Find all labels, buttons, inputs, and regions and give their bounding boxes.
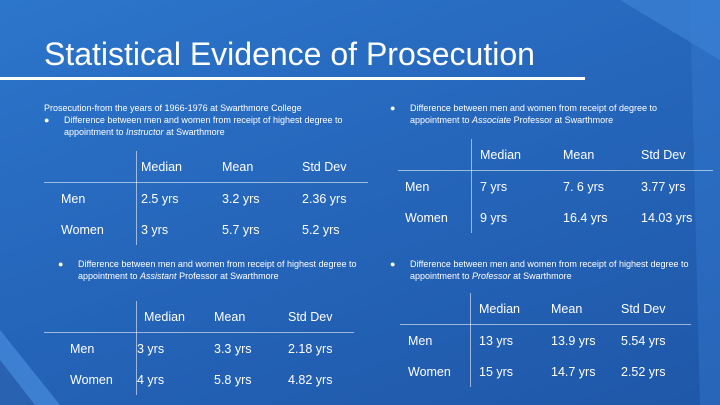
table-row: Women 3 yrs 5.7 yrs 5.2 yrs [44, 214, 368, 245]
table-cell: 5.7 yrs [222, 222, 260, 237]
table-row: Men 3 yrs 3.3 yrs 2.18 yrs [44, 332, 354, 364]
table-cell: 13.9 yrs [551, 333, 596, 348]
header-mean: Mean [555, 139, 633, 171]
header-std-dev: Std Dev [298, 151, 368, 183]
table-cell: 14.03 yrs [641, 210, 693, 225]
table-cell: 5.54 yrs [621, 333, 666, 348]
table-row: Men 13 yrs 13.9 yrs 5.54 yrs [400, 324, 691, 356]
table-cell: 16.4 yrs [563, 210, 608, 225]
instructor-bullet: ● Difference between men and women from … [44, 114, 344, 138]
header-mean: Mean [210, 301, 284, 333]
row-label: Men [44, 332, 137, 364]
table-cell: 14.7 yrs [551, 364, 596, 379]
table-header-row: Median Mean Std Dev [400, 293, 691, 325]
table-row: Women 9 yrs 16.4 yrs 14.03 yrs [398, 202, 713, 233]
table-header-row: Median Mean Std Dev [44, 151, 368, 183]
row-label: Men [398, 170, 472, 202]
table-cell: 7. 6 yrs [563, 179, 604, 194]
bullet-dot: ● [390, 103, 396, 113]
table-cell: 2.18 yrs [288, 341, 333, 356]
bullet-text: Difference between men and women from re… [64, 115, 343, 137]
header-std-dev: Std Dev [617, 293, 691, 325]
associate-note: ● Difference between men and women from … [390, 102, 690, 126]
top-right-light-shape [620, 0, 720, 60]
bullet-text: Difference between men and women from re… [410, 103, 657, 125]
assistant-note: ● Difference between men and women from … [58, 258, 358, 282]
title-underline [0, 77, 585, 80]
bullet-dot: ● [390, 259, 396, 269]
table-row: Men 7 yrs 7. 6 yrs 3.77 yrs [398, 170, 713, 202]
intro-text: Prosecution-from the years of 1966-1976 … [44, 103, 302, 113]
table-cell: 9 yrs [480, 210, 508, 225]
instructor-note: Prosecution-from the years of 1966-1976 … [44, 102, 344, 138]
bullet-dot: ● [44, 115, 50, 125]
table-row: Men 2.5 yrs 3.2 yrs 2.36 yrs [44, 182, 368, 214]
table-row: Women 4 yrs 5.8 yrs 4.82 yrs [44, 364, 354, 395]
header-mean: Mean [218, 151, 298, 183]
table-cell: 4.82 yrs [288, 372, 333, 387]
header-median: Median [471, 139, 555, 171]
table-cell: 7 yrs [480, 179, 508, 194]
instructor-table: Median Mean Std Dev Men 2.5 yrs 3.2 yrs … [44, 151, 368, 245]
table-header-row: Median Mean Std Dev [44, 301, 354, 333]
row-label: Women [400, 356, 471, 387]
assistant-bullet: ● Difference between men and women from … [58, 258, 358, 282]
table-cell: 3.3 yrs [214, 341, 252, 356]
bullet-dot: ● [58, 259, 64, 269]
assistant-table: Median Mean Std Dev Men 3 yrs 3.3 yrs 2.… [44, 301, 354, 395]
row-label: Women [398, 202, 472, 233]
header-median: Median [136, 151, 218, 183]
table-cell: 5.8 yrs [214, 372, 252, 387]
professor-note: ● Difference between men and women from … [390, 258, 690, 282]
professor-bullet: ● Difference between men and women from … [390, 258, 690, 282]
header-median: Median [136, 301, 210, 333]
right-light-shape [690, 0, 720, 405]
header-median: Median [470, 293, 545, 325]
table-cell: 15 yrs [479, 364, 514, 379]
table-cell: 5.2 yrs [302, 222, 340, 237]
row-label: Men [44, 182, 137, 214]
header-mean: Mean [545, 293, 617, 325]
table-cell: 3.2 yrs [222, 191, 260, 206]
bullet-text: Difference between men and women from re… [78, 259, 357, 281]
row-label: Men [400, 324, 471, 356]
header-std-dev: Std Dev [284, 301, 354, 333]
row-label: Women [44, 364, 137, 395]
professor-table: Median Mean Std Dev Men 13 yrs 13.9 yrs … [400, 293, 691, 387]
table-cell: 2.52 yrs [621, 364, 666, 379]
header-std-dev: Std Dev [633, 139, 713, 171]
associate-table: Median Mean Std Dev Men 7 yrs 7. 6 yrs 3… [398, 139, 713, 233]
table-cell: 3 yrs [137, 341, 165, 356]
table-header-row: Median Mean Std Dev [398, 139, 713, 171]
table-cell: 2.5 yrs [141, 191, 179, 206]
bottom-left-dark-shape [0, 360, 35, 405]
associate-bullet: ● Difference between men and women from … [390, 102, 690, 126]
table-cell: 13 yrs [479, 333, 514, 348]
bullet-text: Difference between men and women from re… [410, 259, 689, 281]
table-row: Women 15 yrs 14.7 yrs 2.52 yrs [400, 356, 691, 387]
table-cell: 4 yrs [137, 372, 165, 387]
table-cell: 2.36 yrs [302, 191, 347, 206]
row-label: Women [44, 214, 137, 245]
page-title: Statistical Evidence of Prosecution [44, 36, 535, 72]
table-cell: 3.77 yrs [641, 179, 686, 194]
table-cell: 3 yrs [141, 222, 169, 237]
